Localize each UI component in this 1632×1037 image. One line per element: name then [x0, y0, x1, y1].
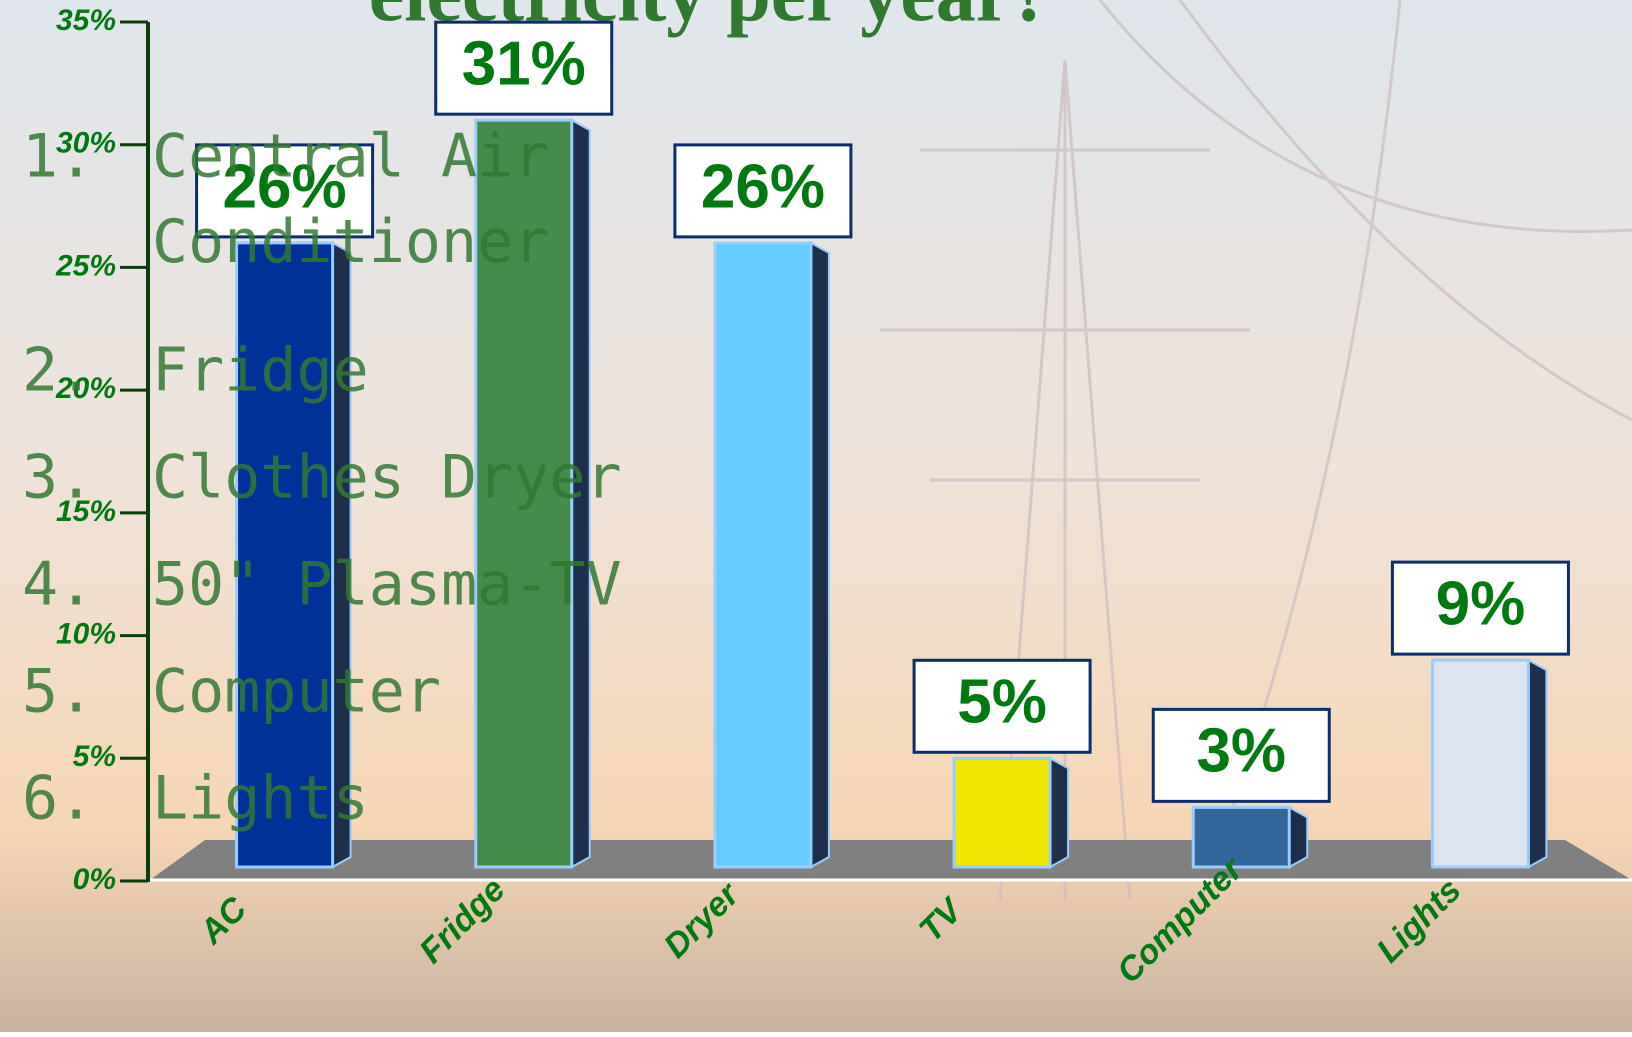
annotation-number: 4.	[22, 550, 94, 620]
bar	[1193, 807, 1289, 867]
bar-side	[811, 243, 829, 867]
value-label: 3%	[1196, 717, 1286, 786]
annotation-number: 6.	[22, 764, 94, 834]
annotation-text: 50" Plasma-TV	[152, 550, 622, 620]
annotation-number: 3.	[22, 443, 94, 513]
y-tick-label: 10%	[56, 617, 116, 650]
bar	[1432, 660, 1528, 867]
bar	[954, 758, 1050, 867]
bar-side	[1289, 807, 1307, 867]
annotation-text: Conditioner	[152, 207, 549, 277]
annotation-text: Lights	[152, 764, 369, 834]
bar-side	[1528, 660, 1546, 867]
annotation-number: 1.	[22, 122, 94, 192]
annotation-text: Fridge	[152, 336, 369, 406]
floor	[150, 840, 1632, 880]
value-label: 5%	[957, 668, 1047, 737]
y-tick-label: 35%	[56, 4, 116, 37]
annotation-number: 2.	[22, 336, 94, 406]
annotation-text: Central Air	[152, 122, 549, 192]
bar-side	[1050, 758, 1068, 867]
bar	[715, 243, 811, 867]
annotation-number: 5.	[22, 657, 94, 727]
annotation-text: Clothes Dryer	[152, 443, 622, 513]
y-tick-label: 25%	[55, 249, 116, 282]
value-label: 26%	[701, 152, 825, 221]
chart: electricity per year? 0%5%10%15%20%25%30…	[0, 0, 1632, 1032]
value-label: 31%	[462, 30, 586, 99]
y-tick-label: 0%	[73, 863, 116, 896]
value-label: 9%	[1436, 569, 1526, 638]
annotation-text: Computer	[152, 657, 441, 727]
